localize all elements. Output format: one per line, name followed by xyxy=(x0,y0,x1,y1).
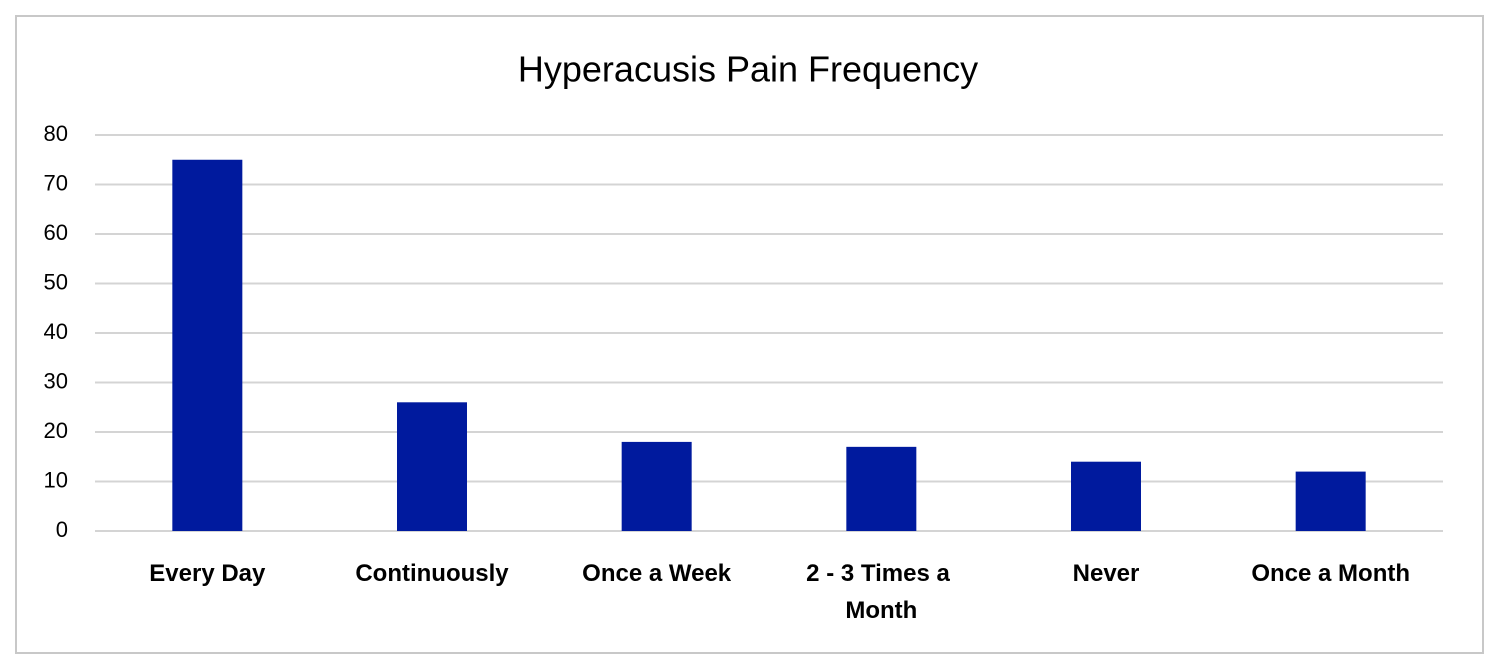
x-tick-label: Continuously xyxy=(355,560,509,587)
bar xyxy=(1071,461,1141,531)
x-tick-label: Once a Month xyxy=(1251,560,1410,587)
y-tick-label: 60 xyxy=(44,220,68,245)
bar xyxy=(397,402,467,531)
x-tick-label: Once a Week xyxy=(582,560,732,587)
y-tick-label: 80 xyxy=(44,121,68,146)
bar xyxy=(172,159,243,531)
y-tick-label: 0 xyxy=(56,517,68,542)
x-tick-label: Every Day xyxy=(149,560,266,587)
y-tick-label: 50 xyxy=(44,269,68,294)
chart-title: Hyperacusis Pain Frequency xyxy=(518,49,978,90)
y-tick-label: 70 xyxy=(44,170,68,195)
x-tick-label: 2 - 3 Times a Month xyxy=(806,560,956,624)
chart-frame xyxy=(15,15,1484,654)
bar xyxy=(846,446,917,531)
bar xyxy=(1295,471,1366,531)
bar xyxy=(621,441,692,531)
y-tick-label: 40 xyxy=(44,319,68,344)
y-tick-label: 30 xyxy=(44,368,68,393)
y-tick-label: 10 xyxy=(44,467,68,492)
x-tick-label: Never xyxy=(1073,560,1140,587)
y-tick-label: 20 xyxy=(44,418,68,443)
